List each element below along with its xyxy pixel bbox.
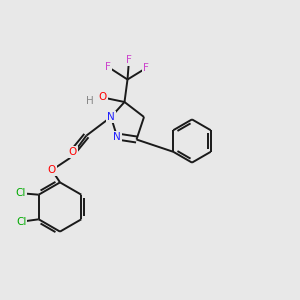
Text: H: H	[86, 96, 94, 106]
Text: O: O	[99, 92, 107, 103]
Text: F: F	[143, 63, 149, 73]
Text: F: F	[126, 55, 132, 65]
Text: Cl: Cl	[16, 188, 26, 198]
Text: Cl: Cl	[16, 217, 26, 227]
Text: O: O	[69, 147, 77, 157]
Text: N: N	[107, 112, 115, 122]
Text: F: F	[105, 62, 111, 72]
Text: N: N	[113, 131, 121, 142]
Text: O: O	[48, 165, 56, 175]
